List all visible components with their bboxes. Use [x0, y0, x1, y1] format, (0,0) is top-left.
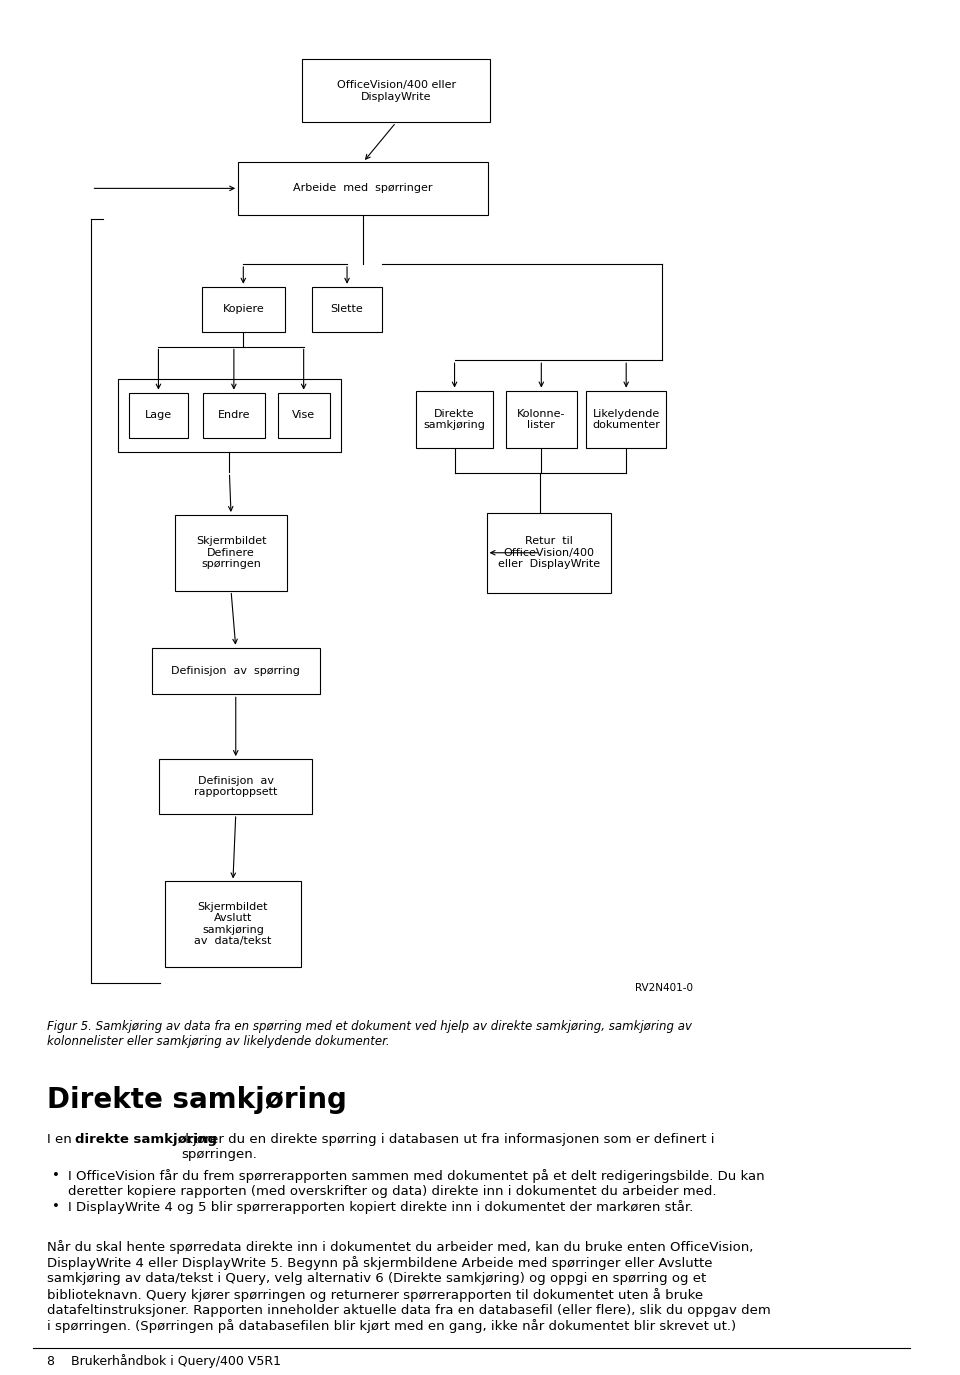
Text: OfficeVision/400 eller
DisplayWrite: OfficeVision/400 eller DisplayWrite	[337, 80, 456, 102]
Text: Definisjon  av
rapportoppsett: Definisjon av rapportoppsett	[194, 775, 277, 797]
Text: •: •	[52, 1200, 60, 1213]
Text: I en: I en	[47, 1133, 76, 1145]
Text: Arbeide  med  spørringer: Arbeide med spørringer	[294, 183, 433, 194]
FancyBboxPatch shape	[152, 648, 320, 694]
Text: I OfficeVision får du frem spørrerapporten sammen med dokumentet på et delt redi: I OfficeVision får du frem spørrerapport…	[68, 1169, 764, 1198]
Text: Skjermbildet
Definere
spørringen: Skjermbildet Definere spørringen	[196, 536, 266, 569]
FancyBboxPatch shape	[159, 759, 312, 814]
FancyBboxPatch shape	[130, 393, 187, 437]
Text: •: •	[52, 1169, 60, 1181]
Text: Slette: Slette	[330, 304, 364, 315]
FancyBboxPatch shape	[487, 513, 612, 593]
Text: Retur  til
OfficeVision/400
eller  DisplayWrite: Retur til OfficeVision/400 eller Display…	[498, 536, 600, 569]
Text: Likelydende
dokumenter: Likelydende dokumenter	[592, 408, 660, 430]
Text: Endre: Endre	[218, 410, 251, 421]
Text: I DisplayWrite 4 og 5 blir spørrerapporten kopiert direkte inn i dokumentet der : I DisplayWrite 4 og 5 blir spørrerapport…	[68, 1200, 693, 1214]
FancyBboxPatch shape	[301, 59, 491, 122]
Text: direkte samkjøring: direkte samkjøring	[76, 1133, 218, 1145]
Text: Vise: Vise	[292, 410, 315, 421]
Text: RV2N401-0: RV2N401-0	[636, 983, 693, 993]
Text: Direkte samkjøring: Direkte samkjøring	[47, 1086, 347, 1114]
Text: Kolonne-
lister: Kolonne- lister	[517, 408, 565, 430]
Text: Når du skal hente spørredata direkte inn i dokumentet du arbeider med, kan du br: Når du skal hente spørredata direkte inn…	[47, 1240, 771, 1332]
FancyBboxPatch shape	[202, 286, 285, 333]
FancyBboxPatch shape	[277, 393, 329, 437]
FancyBboxPatch shape	[164, 881, 301, 967]
FancyBboxPatch shape	[506, 390, 577, 448]
Text: Direkte
samkjøring: Direkte samkjøring	[423, 408, 486, 430]
FancyBboxPatch shape	[587, 390, 666, 448]
FancyBboxPatch shape	[312, 286, 382, 333]
Text: kjører du en direkte spørring i databasen ut fra informasjonen som er definert i: kjører du en direkte spørring i database…	[181, 1133, 714, 1160]
Text: Figur 5. Samkjøring av data fra en spørring med et dokument ved hjelp av direkte: Figur 5. Samkjøring av data fra en spørr…	[47, 1020, 692, 1048]
Text: Kopiere: Kopiere	[223, 304, 264, 315]
Text: Definisjon  av  spørring: Definisjon av spørring	[171, 666, 300, 676]
Text: Skjermbildet
Avslutt
samkjøring
av  data/tekst: Skjermbildet Avslutt samkjøring av data/…	[194, 902, 272, 946]
FancyBboxPatch shape	[176, 514, 287, 591]
Text: 8    Brukerhåndbok i Query/400 V5R1: 8 Brukerhåndbok i Query/400 V5R1	[47, 1354, 281, 1368]
FancyBboxPatch shape	[416, 390, 493, 448]
Text: Lage: Lage	[145, 410, 172, 421]
FancyBboxPatch shape	[204, 393, 265, 437]
FancyBboxPatch shape	[238, 162, 488, 214]
